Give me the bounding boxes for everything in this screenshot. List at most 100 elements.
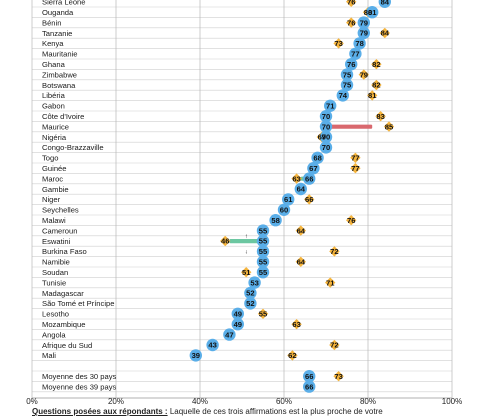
circle-marker	[269, 214, 282, 227]
diamond-value-label: 71	[326, 278, 335, 287]
country-label: São Tomé et Príncipe	[42, 299, 114, 308]
circle-marker	[256, 224, 270, 237]
diamond-value-label: 77	[351, 154, 359, 163]
diamond-value-label: 82	[372, 60, 380, 69]
circle-value-label: 61	[284, 195, 293, 204]
diamond-value-label: 77	[351, 164, 359, 173]
diamond-marker	[371, 79, 382, 91]
diamond-value-label: 72	[330, 247, 338, 256]
country-label: Zimbabwe	[42, 70, 77, 79]
country-label: Afrique du Sud	[42, 341, 92, 350]
circle-value-label: 79	[360, 18, 368, 27]
circle-marker	[319, 130, 333, 144]
diamond-value-label: 46	[221, 237, 229, 246]
circle-value-label: 55	[259, 226, 268, 235]
country-label: Cameroun	[42, 226, 77, 235]
diamond-value-label: 63	[292, 320, 300, 329]
diamond-value-label: 79	[360, 70, 368, 79]
circle-value-label: 55	[259, 237, 268, 246]
circle-value-label: 52	[246, 289, 254, 298]
change-bar	[326, 124, 373, 129]
circle-value-label: 68	[313, 154, 321, 163]
diamond-marker	[333, 38, 344, 49]
circle-value-label: 76	[347, 60, 355, 69]
country-label: Guinée	[42, 164, 67, 173]
country-label: Tanzanie	[42, 29, 72, 38]
country-label: Botswana	[42, 81, 76, 90]
circle-value-label: 79	[360, 29, 368, 38]
circle-marker	[189, 349, 202, 362]
survey-question-note: Questions posées aux répondants : Laquel…	[32, 407, 383, 416]
diamond-value-label: 64	[297, 258, 306, 267]
circle-marker	[303, 172, 316, 185]
circle-value-label: 58	[271, 216, 279, 225]
circle-marker	[324, 99, 337, 113]
diamond-marker	[257, 308, 269, 319]
country-label: Lesotho	[42, 310, 69, 319]
x-tick-label: 40%	[192, 397, 208, 406]
circle-value-label: 67	[309, 164, 317, 173]
diamond-value-label: 76	[347, 0, 355, 7]
diamond-marker	[304, 194, 315, 205]
diamond-marker	[295, 256, 306, 267]
diamond-value-label: 64	[297, 226, 306, 235]
country-label: Maurice	[42, 122, 69, 131]
circle-marker	[319, 110, 333, 123]
country-label: Ghana	[42, 60, 66, 69]
circle-value-label: 70	[322, 133, 330, 142]
country-label: Mali	[42, 351, 56, 360]
circle-value-label: 78	[355, 39, 363, 48]
diamond-value-label: 69	[318, 133, 326, 142]
circle-value-label: 39	[192, 351, 200, 360]
circle-value-label: 55	[259, 258, 268, 267]
country-label: Mozambique	[42, 320, 85, 329]
circle-value-label: 47	[225, 330, 233, 339]
country-label: Malawi	[42, 216, 66, 225]
circle-value-label: 81	[368, 8, 377, 17]
circle-marker	[256, 255, 270, 268]
diamond-marker	[346, 0, 357, 7]
circle-marker	[248, 276, 261, 289]
diamond-marker	[379, 27, 390, 39]
circle-marker	[244, 297, 257, 310]
circle-value-label: 75	[343, 81, 352, 90]
chart-grid	[31, 0, 453, 399]
circle-value-label: 70	[322, 122, 330, 131]
circle-value-label: 84	[381, 0, 390, 7]
circle-marker	[319, 141, 333, 154]
circle-marker	[303, 380, 316, 393]
circle-marker	[277, 203, 291, 216]
country-label: Maroc	[42, 174, 63, 183]
circle-marker	[336, 89, 349, 102]
circle-value-label: 55	[259, 247, 268, 256]
circle-marker	[307, 162, 320, 175]
circle-marker	[340, 78, 354, 92]
diamond-value-label: 73	[334, 372, 342, 381]
diamond-marker	[346, 17, 357, 28]
data-marks: 7680768473827982818385697777636676644672…	[189, 0, 395, 393]
x-tick-label: 100%	[442, 397, 462, 406]
diamond-marker	[291, 319, 302, 330]
x-tick-label: 0%	[26, 397, 38, 406]
circle-marker	[282, 193, 295, 206]
change-arrow-icon: ↓	[245, 249, 248, 255]
country-label: Seychelles	[42, 206, 79, 215]
country-label: Moyenne des 39 pays	[42, 382, 117, 391]
diamond-value-label: 80	[364, 8, 372, 17]
diamond-marker	[287, 350, 298, 361]
country-label: Gambie	[42, 185, 69, 194]
diamond-marker	[295, 225, 306, 236]
circle-value-label: 70	[322, 143, 330, 152]
circle-value-label: 75	[343, 70, 352, 79]
country-label: Kenya	[42, 39, 64, 48]
x-axis-ticks: 0% 20% 40% 60% 80% 100%	[26, 397, 462, 406]
circle-value-label: 77	[351, 50, 359, 59]
circle-marker	[294, 182, 307, 196]
diamond-value-label: 76	[347, 18, 355, 27]
circle-value-label: 74	[339, 91, 348, 100]
circle-marker	[319, 120, 333, 133]
circle-marker	[256, 234, 270, 248]
change-bars	[229, 124, 373, 244]
country-label: Angola	[42, 330, 66, 339]
